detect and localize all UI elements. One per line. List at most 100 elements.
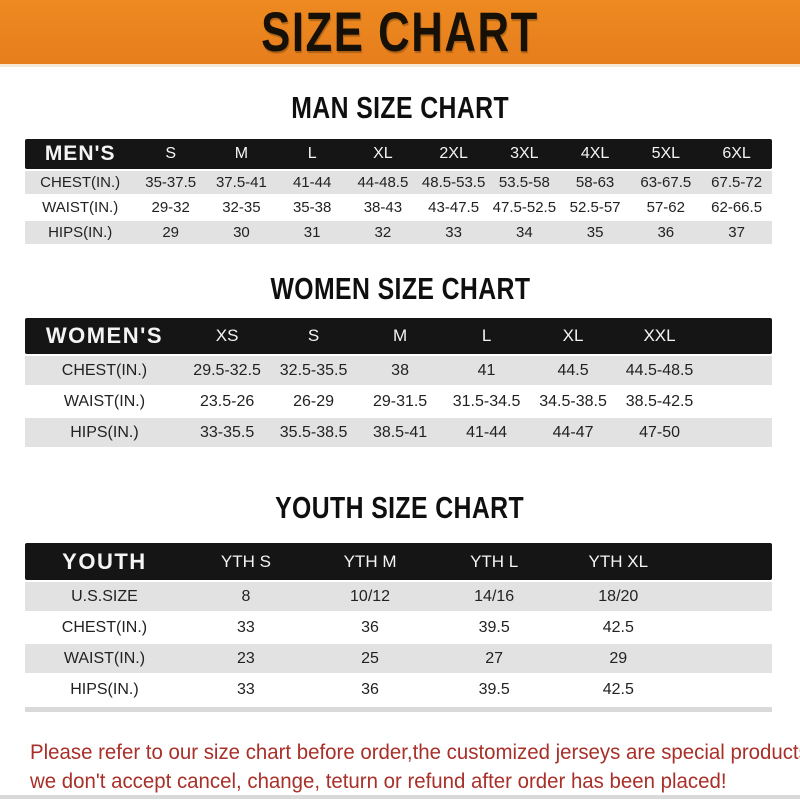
table-cell: 27 [432, 644, 557, 673]
table-cell: 33 [183, 675, 308, 704]
table-cell: 25 [307, 644, 433, 673]
table-cell: 36 [630, 221, 702, 244]
table-row: WAIST(IN.) 23 25 27 29 [25, 644, 772, 673]
table-cell: 62-66.5 [701, 196, 772, 219]
column-header: 2XL [418, 139, 489, 169]
table-cell: 35.5-38.5 [270, 418, 357, 447]
table-cell: 29.5-32.5 [183, 356, 271, 385]
table-cell: 33 [183, 613, 308, 642]
table-row: HIPS(IN.) 29 30 31 32 33 34 35 36 37 [25, 221, 772, 244]
table-cell: 44-48.5 [347, 171, 419, 194]
order-disclaimer-note: Please refer to our size chart before or… [30, 738, 800, 796]
table-cell: 18/20 [556, 582, 681, 611]
row-label: CHEST(IN.) [25, 613, 184, 642]
youth-size-table: YOUTH YTH S YTH M YTH L YTH XL U.S.SIZE 8 10/12… [25, 541, 772, 706]
header-spacer [702, 318, 772, 354]
table-row: U.S.SIZE 8 10/12 14/16 18/20 [25, 582, 772, 611]
row-spacer [702, 418, 772, 447]
column-header: M [356, 318, 444, 354]
column-header: YTH S [183, 543, 308, 580]
column-header: L [443, 318, 530, 354]
table-corner-label: MEN'S [25, 139, 136, 169]
youth-table-bottom-divider [25, 707, 772, 712]
row-label: WAIST(IN.) [25, 644, 184, 673]
table-cell: 48.5-53.5 [418, 171, 489, 194]
row-label: HIPS(IN.) [25, 221, 136, 244]
table-cell: 14/16 [432, 582, 557, 611]
table-cell: 39.5 [432, 675, 557, 704]
row-spacer [680, 613, 772, 642]
women-size-table: WOMEN'S XS S M L XL XXL CHEST(IN.) 29.5-32.5 32.5… [25, 316, 772, 449]
table-cell: 32.5-35.5 [270, 356, 357, 385]
table-cell: 38-43 [347, 196, 419, 219]
man-section-title-text: MAN SIZE CHART [291, 90, 509, 125]
table-cell: 52.5-57 [559, 196, 631, 219]
size-chart-banner: SIZE CHART [0, 0, 800, 67]
table-cell: 53.5-58 [488, 171, 560, 194]
table-cell: 37.5-41 [206, 171, 277, 194]
row-spacer [680, 582, 772, 611]
header-spacer [680, 543, 772, 580]
row-label: WAIST(IN.) [25, 196, 136, 219]
table-cell: 29 [135, 221, 207, 244]
youth-section-title: YOUTH SIZE CHART [0, 491, 800, 525]
table-row: HIPS(IN.) 33 36 39.5 42.5 [25, 675, 772, 704]
table-cell: 23 [183, 644, 308, 673]
table-row: WAIST(IN.) 29-32 32-35 35-38 38-43 43-47.5 47.… [25, 196, 772, 219]
table-cell: 41-44 [276, 171, 348, 194]
size-table: MEN'S S M L XL 2XL 3XL 4XL 5XL 6XL CHEST(IN.) 35-37… [25, 137, 772, 246]
size-table: WOMEN'S XS S M L XL XXL CHEST(IN.) 29.5-32.5 32.5… [25, 316, 772, 449]
header-row: YOUTH YTH S YTH M YTH L YTH XL [25, 543, 772, 580]
table-cell: 44.5 [529, 356, 617, 385]
column-header: 4XL [559, 139, 631, 169]
table-cell: 31.5-34.5 [443, 387, 530, 416]
men-size-table: MEN'S S M L XL 2XL 3XL 4XL 5XL 6XL CHEST(IN.) 35-37… [25, 137, 772, 246]
table-cell: 63-67.5 [630, 171, 702, 194]
table-cell: 8 [183, 582, 308, 611]
column-header: XS [183, 318, 271, 354]
table-cell: 43-47.5 [418, 196, 489, 219]
table-cell: 34.5-38.5 [529, 387, 617, 416]
disclaimer-line-2: we don't accept cancel, change, teturn o… [30, 769, 727, 793]
table-cell: 37 [701, 221, 772, 244]
row-label: HIPS(IN.) [25, 418, 184, 447]
table-cell: 30 [206, 221, 277, 244]
table-cell: 58-63 [559, 171, 631, 194]
table-row: CHEST(IN.) 33 36 39.5 42.5 [25, 613, 772, 642]
column-header: XL [347, 139, 419, 169]
table-cell: 39.5 [432, 613, 557, 642]
column-header: YTH L [432, 543, 557, 580]
size-table: YOUTH YTH S YTH M YTH L YTH XL U.S.SIZE 8 10/12… [25, 541, 772, 706]
women-section-title: WOMEN SIZE CHART [0, 272, 800, 306]
table-cell: 67.5-72 [701, 171, 772, 194]
column-header: 5XL [630, 139, 702, 169]
column-header: 3XL [488, 139, 560, 169]
page-bottom-edge [0, 795, 800, 799]
row-spacer [702, 387, 772, 416]
table-cell: 36 [307, 613, 433, 642]
table-cell: 23.5-26 [183, 387, 271, 416]
women-section-title-text: WOMEN SIZE CHART [270, 271, 530, 306]
table-cell: 35-37.5 [135, 171, 207, 194]
table-cell: 44-47 [529, 418, 617, 447]
row-spacer [680, 644, 772, 673]
table-cell: 35-38 [276, 196, 348, 219]
table-cell: 38.5-42.5 [616, 387, 703, 416]
table-cell: 44.5-48.5 [616, 356, 703, 385]
table-row: CHEST(IN.) 29.5-32.5 32.5-35.5 38 41 44.5 44.5… [25, 356, 772, 385]
table-cell: 31 [276, 221, 348, 244]
row-label: HIPS(IN.) [25, 675, 184, 704]
table-cell: 32-35 [206, 196, 277, 219]
column-header: 6XL [701, 139, 772, 169]
table-cell: 42.5 [556, 675, 681, 704]
table-cell: 41-44 [443, 418, 530, 447]
table-row: CHEST(IN.) 35-37.5 37.5-41 41-44 44-48.5 48.5… [25, 171, 772, 194]
column-header: XXL [616, 318, 703, 354]
row-spacer [702, 356, 772, 385]
table-cell: 36 [307, 675, 433, 704]
row-label: WAIST(IN.) [25, 387, 184, 416]
column-header: YTH M [307, 543, 433, 580]
column-header: M [206, 139, 277, 169]
table-cell: 34 [488, 221, 560, 244]
table-cell: 32 [347, 221, 419, 244]
